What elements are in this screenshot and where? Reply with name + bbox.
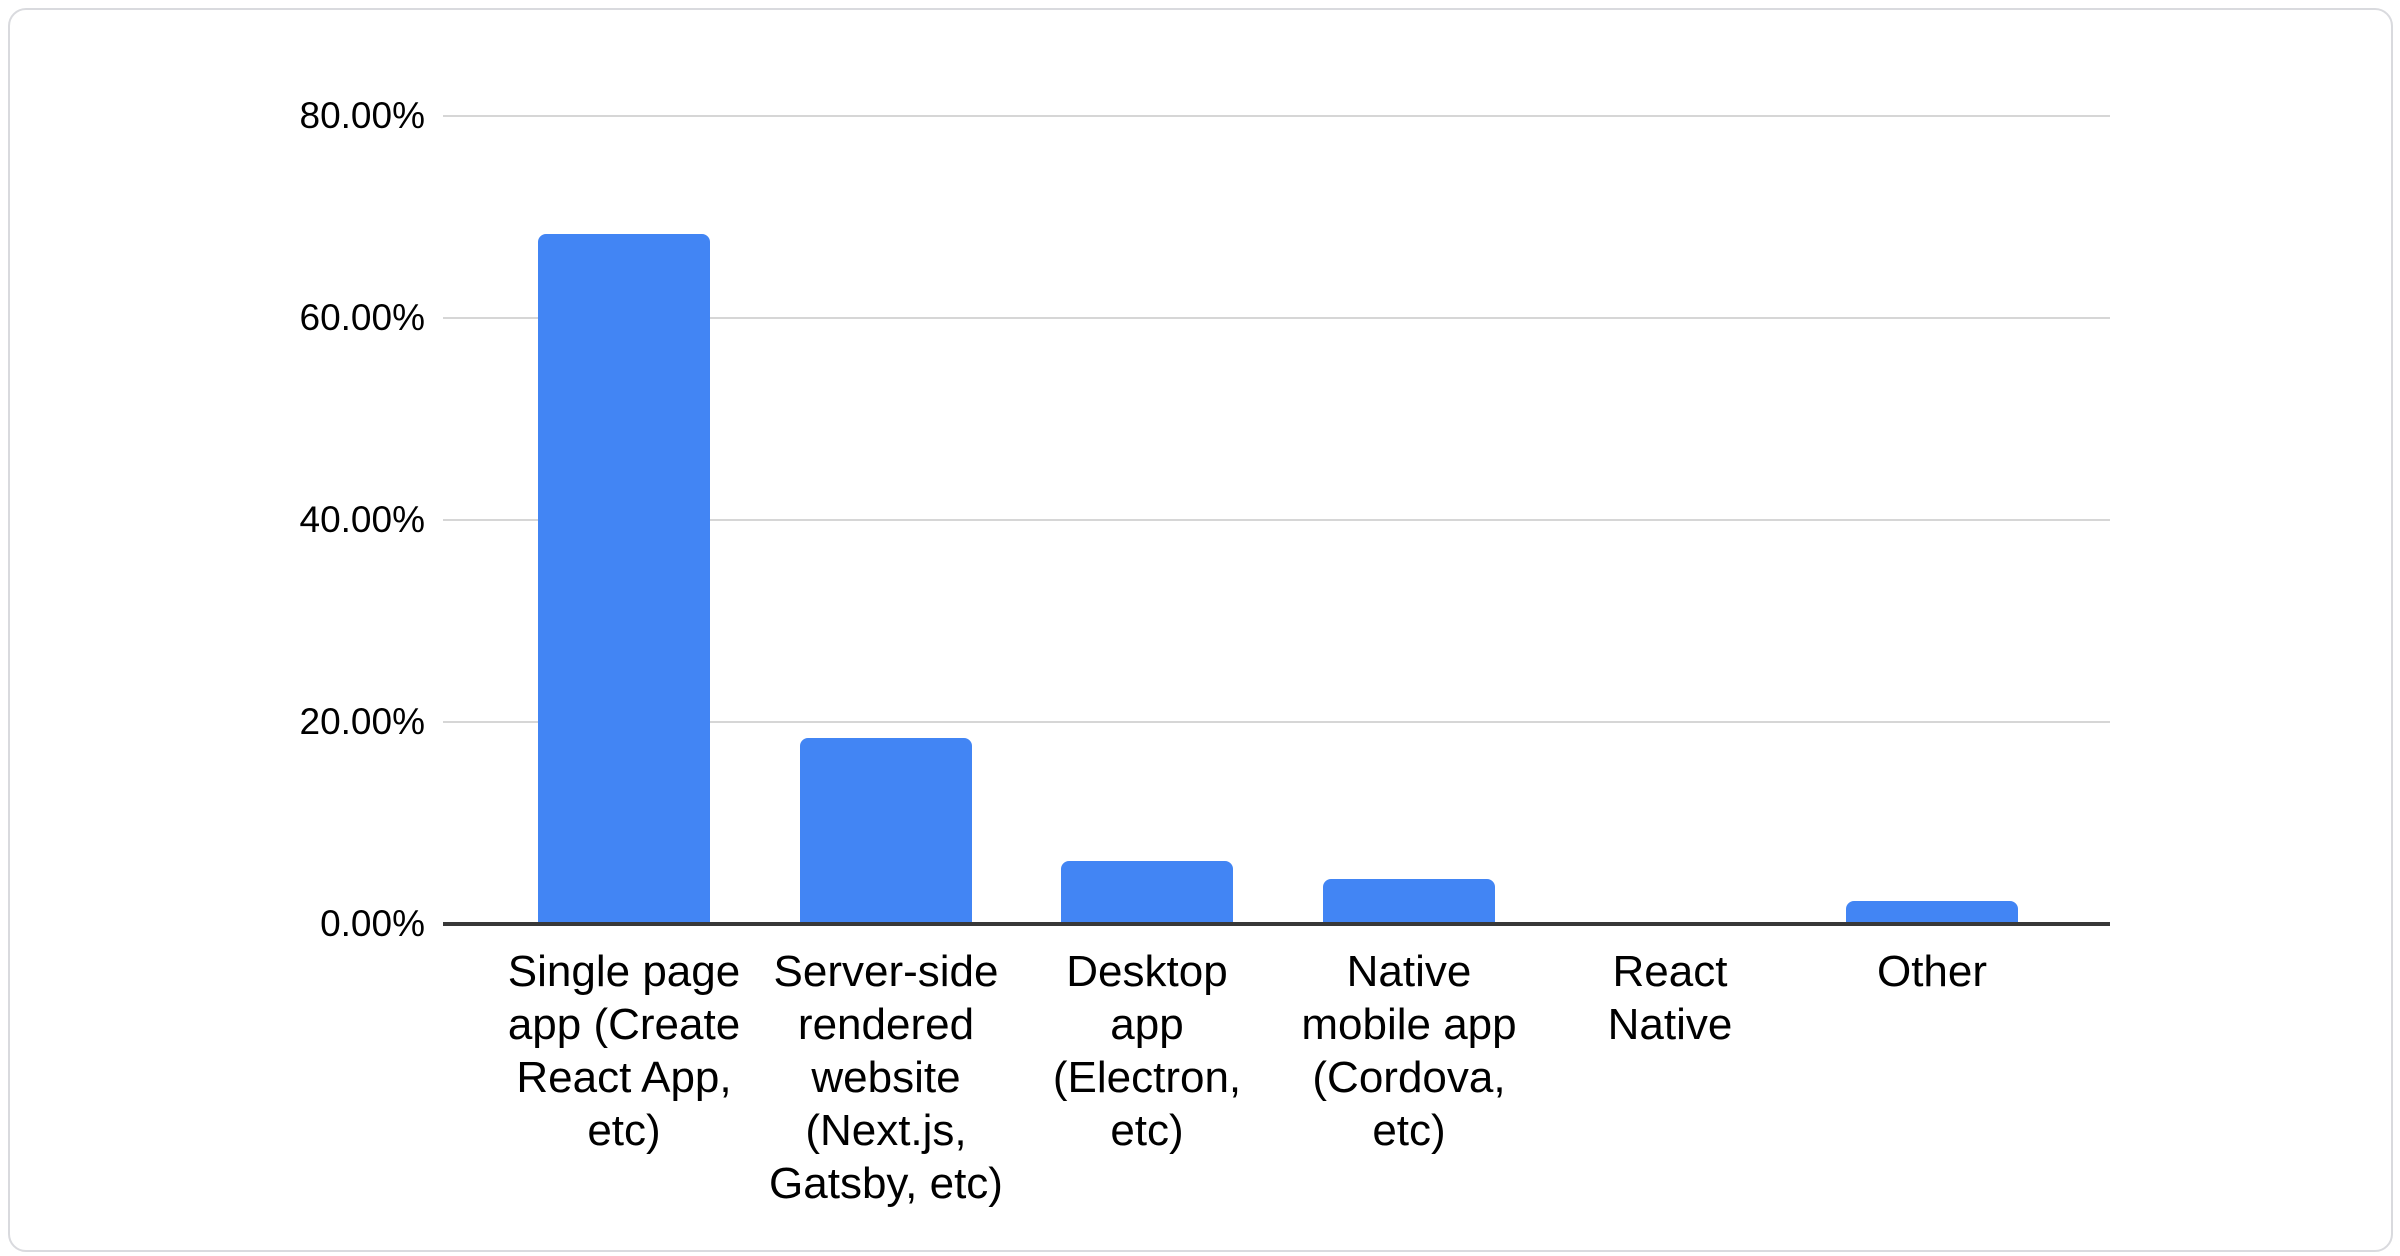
x-axis-line (443, 922, 2110, 926)
chart-card (8, 8, 2393, 1252)
bar[interactable] (1323, 879, 1495, 924)
y-axis-tick-label: 0.00% (320, 903, 425, 944)
bar[interactable] (1846, 901, 2018, 924)
x-axis-category-label: Other (1876, 947, 1988, 996)
y-axis-tick-label: 80.00% (299, 95, 426, 136)
x-axis-category-label: React Native (1607, 947, 1733, 1049)
x-axis-category-label: Desktop app (Electron, etc) (1052, 947, 1242, 1155)
bar[interactable] (800, 738, 972, 924)
gridline (443, 317, 2110, 319)
bar[interactable] (538, 234, 710, 924)
y-axis-tick-label: 40.00% (299, 499, 426, 540)
y-axis-tick-label: 20.00% (299, 701, 426, 742)
gridline (443, 115, 2110, 117)
x-axis-category-label: Server-side rendered website (Next.js, Gatsb… (769, 947, 1003, 1208)
x-axis-category-label: Native mobile app (Cordova, etc) (1301, 947, 1517, 1155)
bar[interactable] (1061, 861, 1233, 924)
x-axis-category-label: Single page app (Create React App, etc) (507, 947, 741, 1155)
y-axis-tick-label: 60.00% (299, 297, 426, 338)
gridline (443, 519, 2110, 521)
gridline (443, 721, 2110, 723)
